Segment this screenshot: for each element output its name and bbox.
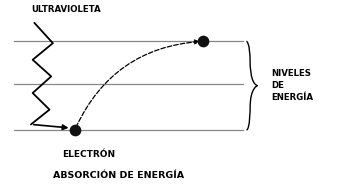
Text: ELECTRÓN: ELECTRÓN (62, 150, 115, 159)
Text: ABSORCIÓN DE ENERGÍA: ABSORCIÓN DE ENERGÍA (53, 171, 184, 180)
Text: ULTRAVIOLETA: ULTRAVIOLETA (31, 5, 101, 14)
Point (200, 40, 206, 43)
Point (72, 129, 77, 132)
FancyArrowPatch shape (76, 40, 198, 127)
Text: NIVELES
DE
ENERGÍA: NIVELES DE ENERGÍA (272, 69, 314, 102)
